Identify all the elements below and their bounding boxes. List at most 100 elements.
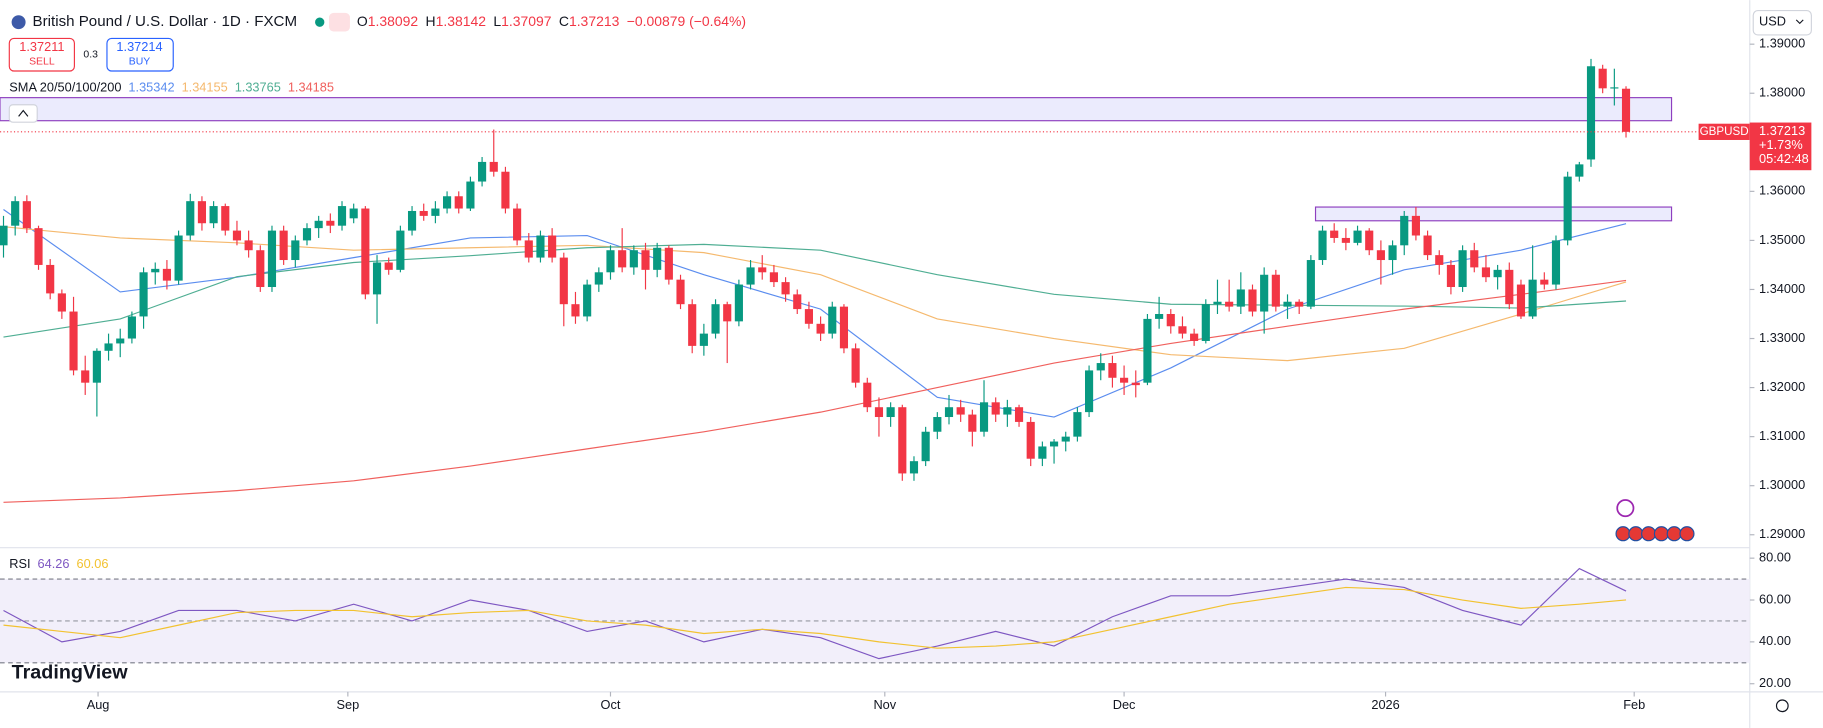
candle-body [267, 230, 277, 288]
flag-icon[interactable] [1666, 526, 1682, 542]
candle-body [676, 279, 685, 305]
candle-body [524, 240, 533, 258]
candle-body [571, 304, 580, 317]
candle-body [769, 272, 778, 283]
buy-button[interactable] [106, 37, 174, 72]
zone [0, 97, 1673, 122]
candle-body [664, 247, 673, 280]
settings-icon[interactable] [1775, 699, 1789, 713]
zone [1314, 206, 1673, 222]
candle-body [1213, 301, 1222, 305]
dropdown-icon [1795, 19, 1804, 25]
candle-body [1423, 235, 1432, 256]
y-tick-label: 1.31000 [1759, 428, 1805, 443]
x-tick-label: 2026 [1371, 697, 1399, 712]
candle-body [1190, 333, 1199, 341]
candle-body [501, 171, 510, 209]
event-icon[interactable] [1616, 499, 1635, 518]
collapse-button[interactable] [8, 104, 38, 123]
flag-icon[interactable] [1615, 526, 1631, 542]
ohlc-values: O1.38092 H1.38142 L1.37097 C1.37213 −0.0… [357, 13, 746, 29]
flag-icon[interactable] [1679, 526, 1695, 542]
candle-body [291, 240, 300, 261]
candle-body [302, 228, 312, 241]
legend-value: 1.34185 [288, 80, 334, 95]
candle-body [1225, 301, 1234, 307]
candle-body [1201, 304, 1210, 341]
candle-body [92, 350, 101, 383]
indicator-line [3, 586, 1627, 649]
candle-body [372, 262, 382, 295]
sell-label: SELL [29, 56, 55, 67]
candle-body [11, 201, 20, 226]
candle-body [898, 407, 907, 474]
candle-body [851, 348, 860, 383]
candle-body [1411, 215, 1420, 236]
y-tick-label: 1.33000 [1759, 330, 1805, 345]
candle-body [1236, 289, 1245, 307]
market-status[interactable] [315, 17, 325, 27]
x-tick-label: Feb [1623, 697, 1645, 712]
candle-body [1166, 313, 1175, 327]
candle-body [1306, 260, 1315, 307]
price-tag-value: 1.37213 [1759, 123, 1805, 138]
ohlc-label: L [493, 13, 501, 29]
candle-body [1551, 240, 1561, 285]
candle-body [1283, 301, 1292, 307]
candle-body [536, 235, 545, 258]
candle-body [1341, 237, 1350, 243]
currency-button[interactable] [1752, 9, 1812, 36]
candle-body [1131, 382, 1140, 386]
candle-body [244, 240, 253, 251]
candle-body [594, 272, 603, 285]
candle-body [57, 293, 66, 312]
badge[interactable] [329, 12, 350, 32]
candle-body [1610, 87, 1619, 89]
candle-body [1108, 363, 1117, 378]
candle-body [909, 461, 919, 474]
candle-body [349, 208, 358, 219]
y-tick-label: 1.35000 [1759, 232, 1805, 247]
legend-value: 64.26 [38, 557, 70, 572]
flag-icon[interactable] [1628, 526, 1644, 542]
candle-body [1621, 88, 1631, 132]
candle-body [1505, 269, 1514, 305]
candle-body [1178, 326, 1187, 334]
legend-value: 1.33765 [235, 80, 281, 95]
ohlc-value: 1.38092 [368, 13, 419, 29]
symbol-icon [11, 15, 26, 30]
rsi-legend: RSI 64.26 60.06 [9, 557, 108, 572]
ohlc-label: C [559, 13, 569, 29]
candle-body [1435, 255, 1444, 265]
candle-body [454, 196, 463, 209]
logo: TradingView [12, 661, 129, 683]
candle-body [1014, 407, 1024, 422]
candle-body [314, 220, 323, 229]
collapse-icon [18, 109, 29, 117]
candle-body [968, 414, 977, 432]
ohlc-value: 1.38142 [436, 13, 487, 29]
candle-body [921, 431, 930, 462]
candle-body [688, 304, 697, 346]
candle-body [641, 250, 650, 270]
sell-button[interactable] [8, 37, 75, 72]
symbol-tag [1698, 123, 1750, 140]
candle-body [419, 210, 428, 216]
candle-body [116, 338, 125, 344]
candle-body [1026, 421, 1035, 459]
buy-label: BUY [129, 56, 151, 67]
flag-icon[interactable] [1653, 526, 1669, 542]
candle-body [256, 250, 265, 288]
candle-body [1073, 412, 1082, 437]
x-tick-label: Nov [873, 697, 896, 712]
candle-body [1353, 230, 1362, 243]
ohlc-label: O [357, 13, 368, 29]
indicator-line [3, 567, 1627, 660]
candle-body [232, 230, 242, 241]
spread: 0.3 [83, 50, 98, 61]
candle-body [1540, 279, 1549, 285]
candle-body [828, 306, 837, 334]
flag-icon[interactable] [1641, 526, 1657, 542]
